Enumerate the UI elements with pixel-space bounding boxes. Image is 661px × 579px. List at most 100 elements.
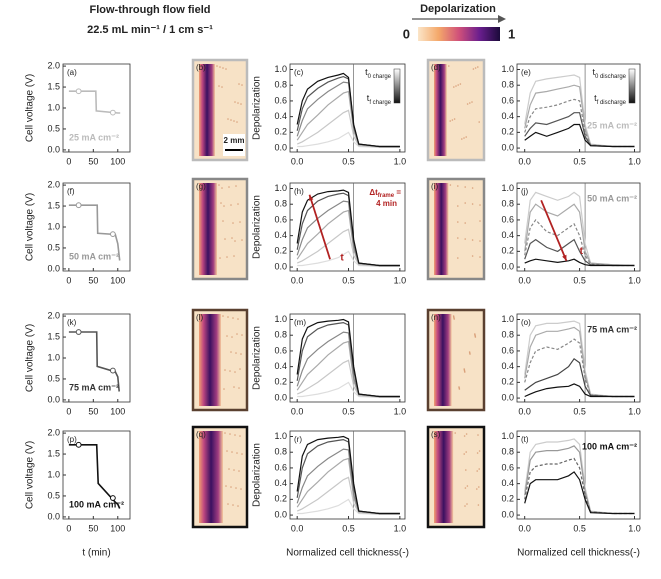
speckle: [464, 487, 467, 489]
y-tick-label: 0.0: [274, 142, 287, 152]
speckle: [476, 470, 479, 472]
speckle: [236, 333, 238, 335]
speckle: [240, 103, 242, 105]
panel-label: (j): [521, 187, 528, 196]
speckle: [236, 452, 238, 454]
profile-line: [524, 238, 635, 267]
x-tick-label: 0: [66, 523, 71, 533]
x-axis-label: t (min): [82, 548, 110, 559]
speckle: [224, 432, 226, 434]
current-density: 75 mA cm⁻²: [69, 382, 119, 392]
x-tick-label: 0.0: [518, 406, 531, 416]
time-legend-label: t0 discharge: [592, 67, 626, 79]
y-tick-label: 2.0: [47, 179, 60, 189]
depolarization-band: [199, 431, 223, 523]
speckle: [464, 371, 466, 373]
x-tick-label: 1.0: [394, 156, 407, 166]
header-subtitle: 22.5 mL min⁻¹ / 1 cm s⁻¹: [87, 24, 213, 36]
header-title: Flow-through flow field: [90, 4, 211, 16]
y-tick-label: 1.5: [47, 448, 60, 458]
plot-frame: [289, 63, 406, 153]
panel-label: (c): [294, 68, 304, 77]
y-tick-label: 0.4: [274, 478, 287, 488]
image-label: (n): [431, 313, 441, 322]
depolarization-band: [434, 314, 452, 406]
speckle: [461, 138, 463, 140]
speckle: [477, 434, 479, 436]
speckle: [225, 68, 227, 70]
speckle: [218, 85, 220, 87]
y-tick-label: 0.8: [501, 330, 514, 340]
y-tick-label: 2.0: [47, 60, 60, 70]
speckle: [232, 317, 234, 319]
plot-frame: [516, 430, 641, 520]
voltage-marker: [109, 367, 116, 374]
speckle: [238, 470, 240, 472]
current-density: 25 mA cm⁻²: [587, 120, 637, 130]
profile-line: [296, 72, 400, 148]
speckle: [235, 352, 237, 354]
speckle: [454, 432, 457, 434]
speckle: [469, 102, 471, 104]
y-tick-label: 0.4: [274, 230, 287, 240]
speckle: [239, 368, 241, 370]
panel-label: (r): [294, 435, 302, 444]
y-axis-label: Cell voltage (V): [25, 193, 36, 261]
plot-frame: [289, 430, 406, 520]
speckle: [233, 469, 235, 471]
profile-line: [524, 98, 635, 148]
speckle: [233, 120, 235, 122]
speckle: [457, 185, 459, 187]
frame-note-value: 4 min: [376, 199, 397, 208]
profile-line: [296, 109, 400, 148]
speckle: [463, 453, 466, 455]
depolarization-band: [199, 64, 215, 156]
speckle: [235, 487, 237, 489]
y-tick-label: 0.0: [274, 392, 287, 402]
panel-label: (t): [521, 435, 529, 444]
speckle: [453, 86, 455, 88]
y-tick-label: 0.0: [274, 261, 287, 271]
speckle: [223, 205, 225, 207]
current-density: 50 mA cm⁻²: [587, 193, 637, 203]
profile-line: [296, 209, 400, 267]
speckle: [234, 101, 236, 103]
speckle: [238, 387, 240, 389]
speckle: [478, 468, 481, 470]
speckle: [230, 486, 232, 488]
speckle: [234, 434, 236, 436]
voltage-line: [68, 444, 121, 509]
time-arrow-label: t: [580, 246, 584, 257]
profile-line: [524, 338, 635, 398]
depolarization-band: [434, 183, 449, 275]
y-axis-label: Depolarization: [252, 76, 263, 140]
profile-line: [296, 340, 400, 398]
speckle: [221, 86, 223, 88]
time-gradient: [393, 68, 401, 104]
speckle: [228, 186, 230, 188]
y-tick-label: 0.2: [501, 246, 514, 256]
panel-label: (f): [67, 187, 75, 196]
speckle: [237, 102, 239, 104]
x-tick-label: 0.0: [291, 523, 304, 533]
speckle: [237, 203, 239, 205]
y-tick-label: 0.2: [501, 377, 514, 387]
x-tick-label: 100: [110, 275, 125, 285]
x-tick-label: 0.5: [342, 275, 355, 285]
speckle: [236, 121, 238, 123]
y-axis-label: Cell voltage (V): [25, 324, 36, 392]
time-arrow: [308, 194, 331, 260]
x-axis-label: Normalized cell thickness(-): [517, 548, 640, 559]
speckle: [457, 205, 459, 207]
y-tick-label: 1.0: [501, 183, 514, 193]
x-tick-label: 0: [66, 156, 71, 166]
speckle: [466, 103, 469, 105]
y-tick-label: 0.8: [274, 330, 287, 340]
image-label: (s): [431, 430, 441, 439]
speckle: [233, 255, 235, 257]
image-label: (l): [196, 313, 203, 322]
voltage-marker: [109, 109, 116, 116]
panel-label: (a): [67, 68, 77, 77]
x-tick-label: 1.0: [394, 523, 407, 533]
